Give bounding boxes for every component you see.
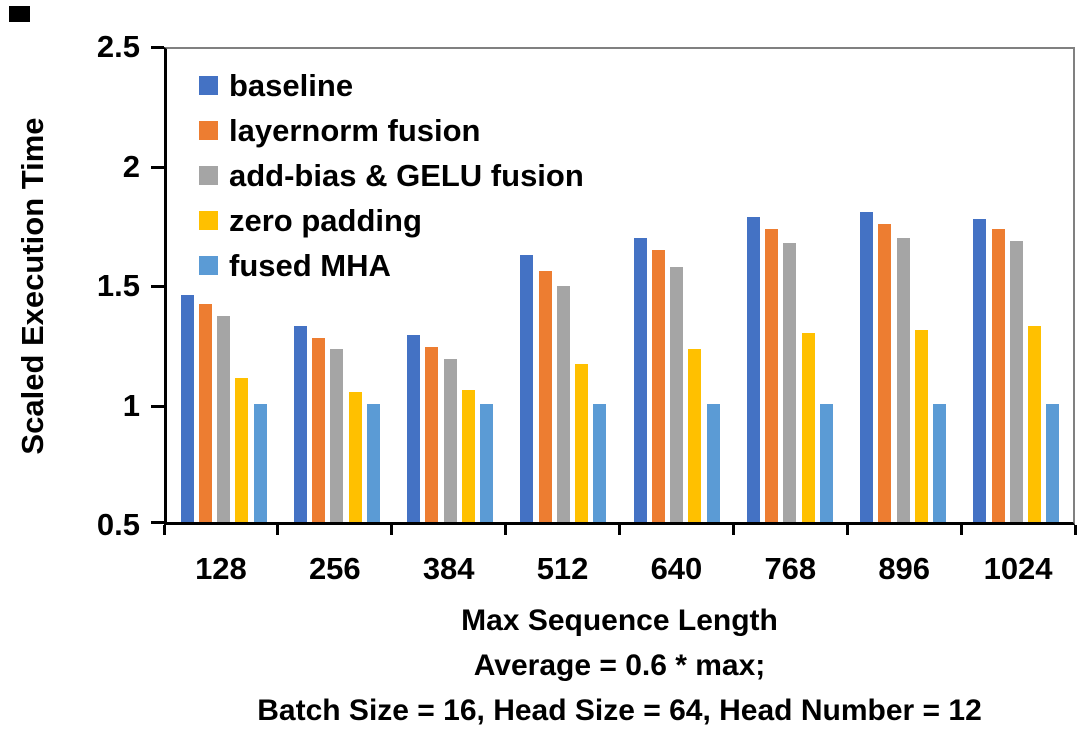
- legend-swatch-icon: [199, 211, 218, 230]
- legend-item-layernorm-fusion: layernorm fusion: [199, 108, 584, 153]
- bar-baseline-128: [180, 294, 194, 522]
- caption-line-average: Average = 0.6 * max;: [473, 649, 766, 682]
- caption-line-batch: Batch Size = 16, Head Size = 64, Head Nu…: [257, 694, 982, 727]
- x-tick-mark: [504, 525, 508, 535]
- y-tick-label: 2: [122, 148, 140, 184]
- bar-layernorm-fusion-128: [198, 304, 212, 522]
- x-tick-mark: [959, 525, 963, 535]
- y-tick-mark: [151, 521, 164, 524]
- x-tick-mark: [731, 525, 735, 535]
- legend-swatch-icon: [199, 121, 218, 140]
- bar-fused-mha-1024: [1046, 403, 1060, 522]
- bar-zero-padding-512: [575, 363, 589, 522]
- bar-add-bias-gelu-fusion-1024: [1009, 240, 1023, 522]
- y-tick-label: 0.5: [96, 507, 140, 542]
- bar-baseline-256: [293, 325, 307, 522]
- x-tick-mark: [845, 525, 849, 535]
- bar-zero-padding-256: [348, 391, 362, 522]
- legend-swatch-icon: [199, 256, 218, 275]
- legend-swatch-icon: [199, 76, 218, 95]
- x-tick-label-128: 128: [195, 551, 247, 586]
- legend-item-baseline: baseline: [199, 63, 584, 108]
- bar-layernorm-fusion-384: [425, 347, 439, 522]
- bar-add-bias-gelu-fusion-768: [783, 242, 797, 522]
- bar-baseline-512: [520, 254, 534, 522]
- legend-label: fused MHA: [229, 247, 391, 283]
- bar-baseline-640: [633, 238, 647, 522]
- legend: baseline layernorm fusion add-bias & GELU …: [199, 63, 584, 288]
- bar-add-bias-gelu-fusion-384: [443, 358, 457, 522]
- bar-baseline-896: [860, 212, 874, 522]
- y-axis-title: Scaled Execution Time: [15, 117, 50, 455]
- x-tick-label-896: 896: [878, 551, 931, 586]
- bar-fused-mha-896: [933, 403, 947, 522]
- bar-add-bias-gelu-fusion-512: [556, 285, 570, 522]
- x-tick-label-256: 256: [308, 551, 361, 586]
- caption-block: Max Sequence Length Average = 0.6 * max;…: [164, 598, 1075, 733]
- bar-add-bias-gelu-fusion-896: [896, 238, 910, 522]
- legend-label: baseline: [229, 67, 354, 103]
- bar-layernorm-fusion-640: [651, 250, 665, 522]
- legend-label: layernorm fusion: [229, 112, 481, 148]
- bar-zero-padding-640: [688, 349, 702, 522]
- x-tick-mark: [276, 525, 280, 535]
- legend-item-zero-padding: zero padding: [199, 198, 584, 243]
- bar-fused-mha-256: [366, 403, 380, 522]
- bar-add-bias-gelu-fusion-256: [330, 349, 344, 522]
- y-tick-mark: [151, 165, 164, 169]
- bar-zero-padding-128: [235, 377, 249, 522]
- bar-zero-padding-896: [914, 330, 928, 522]
- bar-add-bias-gelu-fusion-640: [670, 266, 684, 522]
- bar-baseline-384: [407, 335, 421, 522]
- x-tick-mark: [1073, 525, 1077, 535]
- y-tick-mark: [151, 404, 164, 408]
- legend-label: zero padding: [229, 202, 422, 238]
- x-tick-label-384: 384: [422, 551, 475, 586]
- corner-mark: [9, 6, 30, 22]
- bar-fused-mha-768: [819, 403, 833, 522]
- y-tick-mark: [151, 285, 164, 288]
- x-axis-title: Max Sequence Length: [461, 604, 778, 637]
- x-tick-label-512: 512: [536, 551, 589, 586]
- bar-fused-mha-384: [480, 403, 494, 522]
- legend-item-add-bias-gelu-fusion: add-bias & GELU fusion: [199, 153, 584, 198]
- bar-fused-mha-640: [706, 403, 720, 522]
- x-tick-mark: [390, 525, 394, 535]
- bar-fused-mha-128: [253, 403, 267, 522]
- x-tick-label-768: 768: [764, 551, 817, 586]
- bar-add-bias-gelu-fusion-128: [217, 316, 231, 522]
- bar-zero-padding-1024: [1028, 325, 1042, 522]
- plot-area: [164, 47, 1075, 525]
- bar-layernorm-fusion-1024: [991, 228, 1005, 522]
- y-tick-label: 2.5: [96, 29, 140, 64]
- bar-zero-padding-384: [461, 389, 475, 522]
- legend-label: add-bias & GELU fusion: [229, 157, 584, 193]
- bar-layernorm-fusion-256: [312, 337, 326, 522]
- legend-swatch-icon: [199, 166, 218, 185]
- x-tick-mark: [618, 525, 621, 535]
- x-tick-label-640: 640: [650, 551, 703, 586]
- bar-baseline-768: [746, 216, 760, 522]
- y-tick-mark: [151, 46, 164, 49]
- bar-layernorm-fusion-896: [878, 224, 892, 522]
- bar-fused-mha-512: [593, 403, 607, 522]
- legend-item-fused-mha: fused MHA: [199, 243, 584, 288]
- x-tick-mark: [162, 525, 166, 535]
- y-tick-label: 1: [122, 387, 140, 423]
- x-tick-label-1024: 1024: [983, 551, 1053, 586]
- y-tick-label: 1.5: [96, 268, 140, 303]
- bar-zero-padding-768: [801, 332, 815, 522]
- bar-layernorm-fusion-512: [538, 271, 552, 522]
- bar-baseline-1024: [973, 219, 987, 522]
- bar-layernorm-fusion-768: [765, 228, 779, 522]
